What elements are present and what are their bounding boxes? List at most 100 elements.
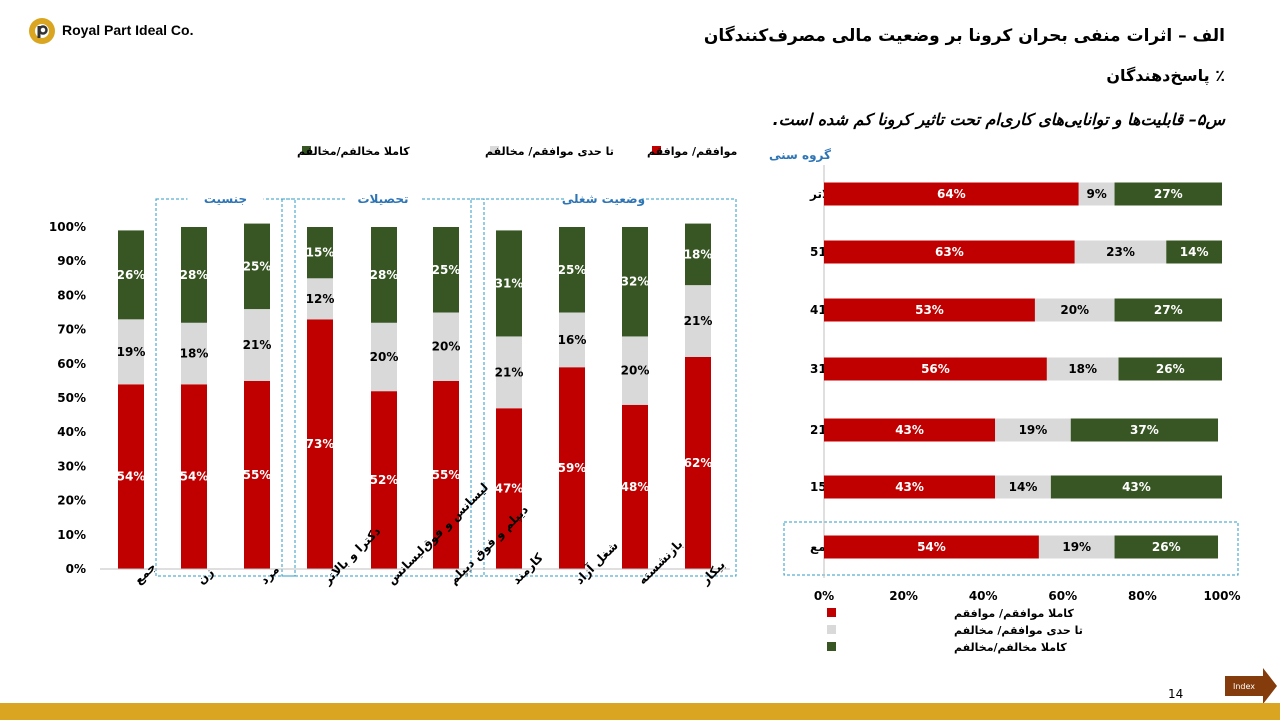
data-label: 12% [306, 292, 335, 306]
data-label: 27% [1154, 187, 1183, 201]
y-tick-label: 50% [57, 391, 86, 405]
legend-label: کاملا موافقم/ موافقم [647, 145, 740, 158]
bar-segment [1118, 357, 1222, 381]
data-label: 32% [621, 275, 650, 289]
data-label: 18% [180, 347, 209, 361]
legend-label: تا حدی موافقم/ مخالفم [954, 624, 1083, 637]
data-label: 47% [495, 482, 524, 496]
bar-segment [181, 322, 207, 385]
x-tick-label: 100% [1203, 589, 1240, 603]
bar-segment [559, 367, 585, 569]
data-label: 20% [432, 340, 461, 354]
x-tick-label: 20% [889, 589, 918, 603]
data-label: 28% [370, 268, 399, 282]
bar-segment [118, 319, 144, 385]
bar-segment [995, 475, 1051, 499]
bar-segment [307, 319, 333, 569]
data-label: 37% [1130, 423, 1159, 437]
y-tick-label: 40% [57, 425, 86, 439]
y-tick-label: 80% [57, 288, 86, 302]
bar-segment [1074, 240, 1167, 264]
bar-segment [496, 230, 522, 337]
data-label: 54% [117, 470, 146, 484]
legend-label: تا حدی موافقم/ مخالفم [485, 145, 614, 158]
data-label: 43% [895, 480, 924, 494]
bar-segment [685, 285, 711, 357]
bar-segment [559, 312, 585, 368]
bar-segment [496, 336, 522, 409]
bar-segment [685, 223, 711, 286]
bar-segment [824, 240, 1075, 264]
data-label: 21% [495, 365, 524, 379]
data-label: 26% [1156, 362, 1185, 376]
data-label: 19% [1062, 540, 1091, 554]
group-box [155, 198, 296, 577]
data-label: 52% [370, 473, 399, 487]
data-label: 31% [495, 276, 524, 290]
data-label: 64% [937, 187, 966, 201]
bar-segment [307, 278, 333, 320]
page-title: الف – اثرات منفی بحران کرونا بر وضعیت ما… [703, 26, 1225, 46]
legend-label: کاملا موافقم/ موافقم [954, 607, 1074, 620]
bar-segment [1034, 298, 1115, 322]
data-label: 19% [117, 345, 146, 359]
group-label-bg [345, 191, 421, 207]
data-label: 26% [1152, 540, 1181, 554]
company-name: Royal Part Ideal Co. [62, 22, 194, 38]
company-logo [29, 18, 55, 44]
age-group-chart-title: گروه سنی [769, 148, 832, 162]
data-label: 14% [1009, 480, 1038, 494]
bar-segment [559, 227, 585, 313]
y-tick-label: 10% [57, 528, 86, 542]
arrow-right-icon [1225, 668, 1277, 704]
data-label: 27% [1154, 303, 1183, 317]
bar-segment [1050, 475, 1222, 499]
bar-segment [181, 227, 207, 323]
group-label: وضعیت شغلی [562, 192, 645, 207]
bar-segment [1114, 298, 1222, 322]
page-subtitle: ٪ پاسخ‌دهندگان [1106, 66, 1225, 85]
y-tick-label: 100% [49, 220, 86, 234]
group-label-bg [187, 191, 264, 207]
bar-segment [824, 357, 1047, 381]
legend-swatch [490, 146, 499, 155]
bar-segment [1038, 535, 1115, 559]
data-label: 20% [1060, 303, 1089, 317]
data-label: 25% [243, 259, 272, 273]
data-label: 20% [621, 364, 650, 378]
bar-segment [1166, 240, 1222, 264]
bar-segment [685, 356, 711, 569]
survey-question: س۵– قابلیت‌ها و توانایی‌های کاری‌ام تحت … [772, 110, 1225, 129]
bar-segment [433, 227, 459, 313]
legend-swatch [652, 146, 661, 155]
bar-segment [371, 391, 397, 569]
data-label: 16% [558, 333, 587, 347]
data-label: 54% [917, 540, 946, 554]
y-tick-label: 90% [57, 254, 86, 268]
bar-segment [307, 227, 333, 279]
bar-segment [244, 309, 270, 381]
bar-segment [244, 223, 270, 310]
y-tick-label: 20% [57, 494, 86, 508]
bar-segment [371, 227, 397, 323]
bar-segment [118, 230, 144, 320]
data-label: 23% [1106, 245, 1135, 259]
bar-segment [181, 384, 207, 569]
x-tick-label: 0% [814, 589, 834, 603]
y-tick-label: 0% [66, 562, 86, 576]
bar-segment [433, 312, 459, 381]
data-label: 73% [306, 437, 335, 451]
legend-swatch [827, 625, 836, 634]
index-label: Index [1233, 682, 1255, 691]
data-label: 15% [306, 246, 335, 260]
data-label: 20% [370, 350, 399, 364]
legend-swatch [302, 146, 311, 155]
index-button[interactable]: Index [1225, 668, 1277, 704]
bar-segment [824, 298, 1035, 322]
page-number: 14 [1168, 687, 1184, 701]
data-label: 28% [180, 268, 209, 282]
x-tick-label: 60% [1048, 589, 1077, 603]
bar-segment [433, 380, 459, 569]
bar-segment [622, 336, 648, 405]
footer-bar [0, 703, 1280, 720]
